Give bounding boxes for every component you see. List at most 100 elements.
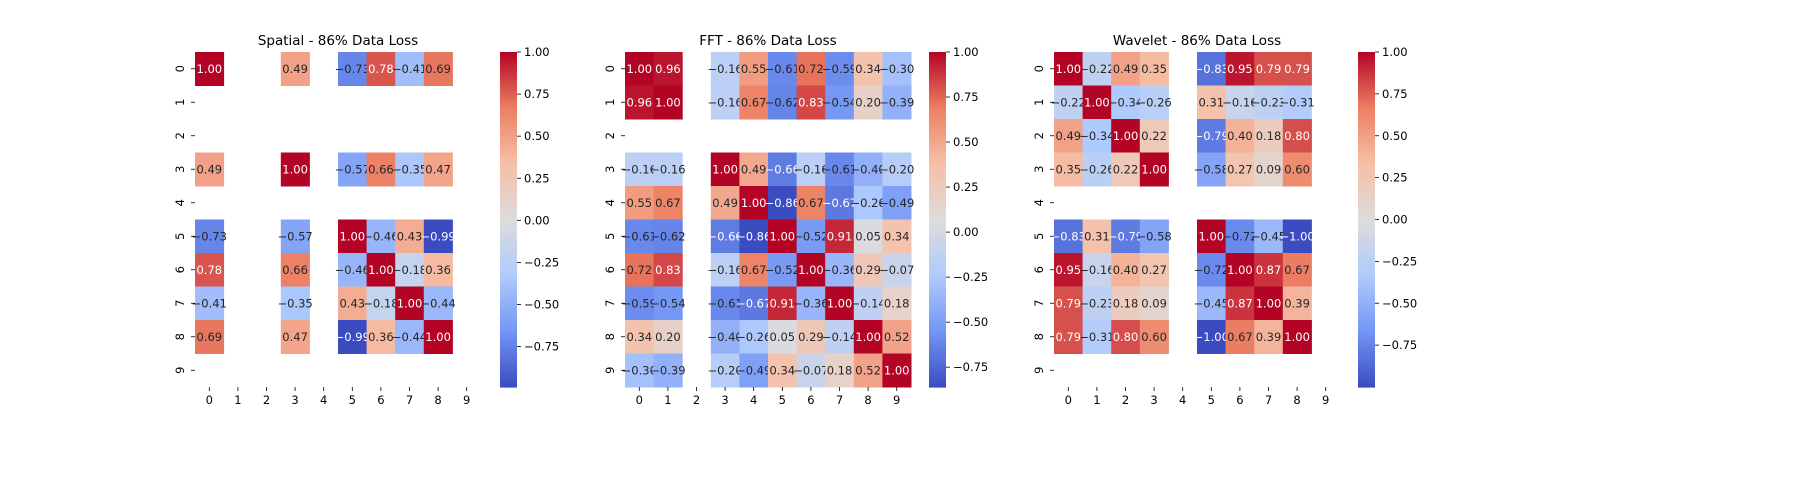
heatmap-cell (739, 85, 769, 120)
colorbar-segment (929, 93, 946, 98)
colorbar-segment (500, 88, 517, 92)
colorbar-segment (929, 331, 946, 335)
heatmap-cell (1111, 219, 1141, 254)
heatmap-cell (796, 253, 826, 287)
colorbar-segment (1358, 85, 1375, 89)
cell-value-label: 1.00 (397, 296, 423, 310)
cell-value-label: 0.96 (626, 95, 652, 109)
colorbar-segment (929, 258, 946, 262)
heatmap-cell (882, 286, 912, 321)
colorbar-segment (1358, 113, 1375, 117)
colorbar-segment (1358, 96, 1375, 101)
colorbar-segment (500, 384, 517, 388)
cell-value-label: 0.40 (1113, 263, 1139, 277)
colorbar-segment (929, 211, 946, 215)
colorbar-segment (500, 353, 517, 357)
heatmap-cell (1197, 85, 1227, 120)
cell-value-label: 1.00 (1113, 129, 1139, 143)
colorbar-segment (929, 356, 946, 360)
colorbar-segment (500, 250, 517, 254)
x-tick-label: 9 (463, 393, 470, 407)
cell-value-label: 0.05 (769, 330, 795, 344)
heatmap-cell (1139, 152, 1169, 187)
colorbar-segment (500, 183, 517, 187)
colorbar-segment (929, 333, 946, 338)
colorbar-segment (1358, 102, 1375, 106)
colorbar-segment (500, 82, 517, 87)
colorbar-segment (929, 202, 946, 207)
heatmap-cell (710, 152, 740, 187)
cell-value-label: 1.00 (282, 162, 308, 176)
colorbar-segment (500, 149, 517, 154)
cell-value-label: −0.16 (793, 162, 828, 176)
colorbar-segment (929, 370, 946, 374)
y-tick-label: 3 (173, 166, 187, 173)
heatmap-cell (395, 286, 425, 321)
cell-value-label: −0.49 (736, 363, 771, 377)
colorbar-segment (500, 325, 517, 329)
cell-value-label: 0.60 (1141, 330, 1167, 344)
colorbar-segment (500, 172, 517, 176)
colorbar-segment (500, 272, 517, 276)
colorbar-tick-label: 1.00 (1382, 45, 1408, 59)
cell-value-label: −0.49 (879, 196, 914, 210)
chart-title: Wavelet - 86% Data Loss (1113, 33, 1281, 49)
colorbar-segment (1358, 339, 1375, 343)
colorbar-segment (929, 65, 946, 70)
colorbar-segment (1358, 119, 1375, 123)
colorbar-segment (929, 367, 946, 371)
x-tick-label: 0 (206, 393, 213, 407)
colorbar-segment (929, 381, 946, 385)
colorbar-tick-label: 0.00 (524, 213, 550, 227)
colorbar-segment (500, 297, 517, 302)
colorbar-segment (929, 222, 946, 226)
cell-value-label: −0.22 (1051, 95, 1086, 109)
heatmap-cell (768, 219, 798, 254)
colorbar-segment (500, 152, 517, 156)
colorbar-segment (929, 345, 946, 349)
cell-value-label: 0.95 (1055, 263, 1081, 277)
colorbar-segment (500, 331, 517, 335)
colorbar-segment (1358, 222, 1375, 226)
colorbar-segment (500, 113, 517, 117)
cell-value-label: −0.61 (622, 229, 657, 243)
colorbar-tick-label: −0.50 (524, 298, 559, 312)
colorbar-segment (500, 121, 517, 126)
x-tick-label: 8 (1293, 393, 1300, 407)
colorbar-segment (500, 199, 517, 204)
cell-value-label: −0.54 (650, 296, 685, 310)
cell-value-label: −0.66 (707, 229, 742, 243)
cell-value-label: 0.39 (1256, 330, 1282, 344)
heatmap-cell (625, 353, 655, 388)
colorbar-segment (929, 183, 946, 187)
heatmap-cell (739, 320, 769, 354)
colorbar-segment (1358, 364, 1375, 369)
heatmap-cell (710, 219, 740, 254)
colorbar-segment (500, 71, 517, 75)
colorbar-segment (929, 208, 946, 212)
colorbar-tick-label: 0.25 (1382, 171, 1408, 185)
heatmap-cell (1254, 320, 1284, 354)
colorbar-segment (1358, 144, 1375, 148)
heatmap-cell (853, 186, 883, 220)
colorbar-tick-label: −0.25 (524, 255, 559, 269)
colorbar-segment (929, 278, 946, 282)
cell-value-label: 0.66 (368, 162, 394, 176)
cell-value-label: −0.86 (736, 229, 771, 243)
cell-value-label: −0.66 (765, 162, 800, 176)
x-tick-label: 3 (1150, 393, 1157, 407)
heatmap-cell (395, 52, 425, 86)
colorbar-segment (500, 205, 517, 209)
colorbar-segment (929, 359, 946, 363)
colorbar-segment (500, 141, 517, 145)
heatmap-cell (338, 219, 368, 254)
heatmap-cell (366, 52, 396, 86)
cell-value-label: 0.95 (1227, 62, 1253, 76)
colorbar-segment (1358, 227, 1375, 232)
cell-value-label: −0.58 (1136, 229, 1171, 243)
cell-value-label: 0.67 (1284, 263, 1310, 277)
colorbar-tick-label: 0.75 (524, 87, 550, 101)
colorbar-segment (929, 63, 946, 67)
colorbar-segment (1358, 333, 1375, 338)
